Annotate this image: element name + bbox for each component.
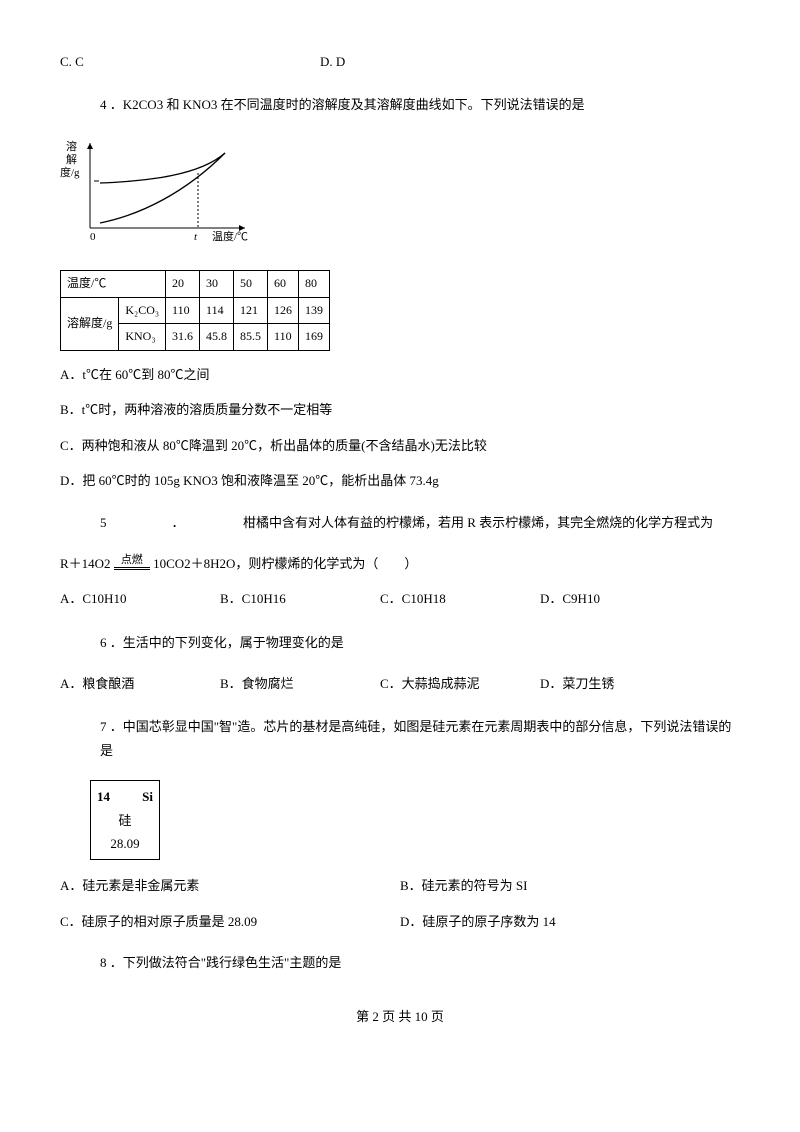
t-30: 30: [200, 271, 234, 298]
r0-v2: 121: [234, 297, 268, 324]
ignite-text: 点燃: [121, 554, 143, 566]
q4-chart: 溶 解 度/g 0 t 温度/℃: [60, 135, 740, 252]
q4-table: 温度/℃ 20 30 50 60 80 溶解度/g K₂CO₃ 110 114 …: [60, 270, 330, 351]
r1-v0: 31.6: [166, 324, 200, 351]
q6-stem: 6 ．生活中的下列变化，属于物理变化的是: [100, 631, 740, 654]
curve-lower: [100, 153, 225, 223]
t-60: 60: [268, 271, 299, 298]
curve-upper: [100, 153, 225, 183]
r0-v4: 139: [299, 297, 330, 324]
r0-label: K₂CO₃: [119, 297, 166, 324]
q4-stem: 4 ．K2CO3 和 KNO3 在不同温度时的溶解度及其溶解度曲线如下。下列说法…: [100, 93, 740, 116]
eq-right: 10CO2＋8H2O，则柠檬烯的化学式为（ ）: [153, 556, 417, 571]
ylabel-1: 溶: [66, 139, 77, 153]
q5-stem: 5 ． 柑橘中含有对人体有益的柠檬烯，若用 R 表示柠檬烯，其完全燃烧的化学方程…: [100, 511, 740, 534]
q4-opt-b: B．t℃时，两种溶液的溶质质量分数不一定相等: [60, 398, 740, 421]
q7-row1: A．硅元素是非金属元素 B．硅元素的符号为 SI: [60, 874, 740, 897]
q7-opt-b: B．硅元素的符号为 SI: [400, 874, 740, 897]
q7-opt-c: C．硅原子的相对原子质量是 28.09: [60, 910, 400, 933]
r1-label: KNO₃: [119, 324, 166, 351]
q7-row2: C．硅原子的相对原子质量是 28.09 D．硅原子的原子序数为 14: [60, 910, 740, 933]
q5-opt-b: B．C10H16: [220, 587, 380, 610]
q7-opt-a: A．硅元素是非金属元素: [60, 874, 400, 897]
q5-opt-a: A．C10H10: [60, 587, 220, 610]
r0-v1: 114: [200, 297, 234, 324]
r0-v3: 126: [268, 297, 299, 324]
q7-stem: 7 ．中国芯彰显中国"智"造。芯片的基材是高纯硅，如图是硅元素在元素周期表中的部…: [100, 715, 740, 762]
xaxis-label: 温度/℃: [212, 229, 248, 243]
q5-options: A．C10H10 B．C10H16 C．C10H18 D．C9H10: [60, 587, 740, 610]
hdr-temp: 温度/℃: [61, 271, 166, 298]
q6-options: A．粮食酿酒 B．食物腐烂 C．大蒜捣成蒜泥 D．菜刀生锈: [60, 672, 740, 695]
q6-opt-b: B．食物腐烂: [220, 672, 380, 695]
r1-v1: 45.8: [200, 324, 234, 351]
ignite-icon: 点燃: [114, 555, 150, 570]
q4-opt-d: D．把 60℃时的 105g KNO3 饱和液降温至 20℃，能析出晶体 73.…: [60, 469, 740, 492]
q3-opt-c: C. C: [60, 50, 320, 73]
t-50: 50: [234, 271, 268, 298]
q3-opt-d: D. D: [320, 50, 345, 73]
hdr-sol: 溶解度/g: [61, 297, 119, 350]
svg-text:0: 0: [90, 231, 96, 243]
t-20: 20: [166, 271, 200, 298]
q4-opt-c: C．两种饱和液从 80℃降温到 20℃，析出晶体的质量(不含结晶水)无法比较: [60, 434, 740, 457]
r0-v0: 110: [166, 297, 200, 324]
q4-opt-a: A．t℃在 60℃到 80℃之间: [60, 363, 740, 386]
q6-opt-c: C．大蒜捣成蒜泥: [380, 672, 540, 695]
ylabel-2: 解: [66, 152, 77, 166]
elem-sym: Si: [142, 785, 153, 808]
page-footer: 第 2 页 共 10 页: [60, 1005, 740, 1028]
elem-num: 14: [97, 785, 110, 808]
xtick-t: t: [194, 231, 198, 243]
q5-opt-d: D．C9H10: [540, 587, 700, 610]
r1-v4: 169: [299, 324, 330, 351]
element-box: 14 Si 硅 28.09: [90, 780, 160, 860]
elem-mass: 28.09: [91, 832, 159, 855]
t-80: 80: [299, 271, 330, 298]
eq-left: R＋14O2: [60, 556, 111, 571]
r1-v2: 85.5: [234, 324, 268, 351]
q6-opt-a: A．粮食酿酒: [60, 672, 220, 695]
q6-opt-d: D．菜刀生锈: [540, 672, 700, 695]
q5-equation: R＋14O2 点燃 10CO2＋8H2O，则柠檬烯的化学式为（ ）: [60, 552, 740, 575]
r1-v3: 110: [268, 324, 299, 351]
q8-stem: 8 ．下列做法符合"践行绿色生活"主题的是: [100, 951, 740, 974]
q3-options: C. C D. D: [60, 50, 740, 73]
q5-opt-c: C．C10H18: [380, 587, 540, 610]
ylabel-3: 度/g: [60, 165, 80, 179]
q7-opt-d: D．硅原子的原子序数为 14: [400, 910, 740, 933]
elem-name: 硅: [91, 809, 159, 832]
